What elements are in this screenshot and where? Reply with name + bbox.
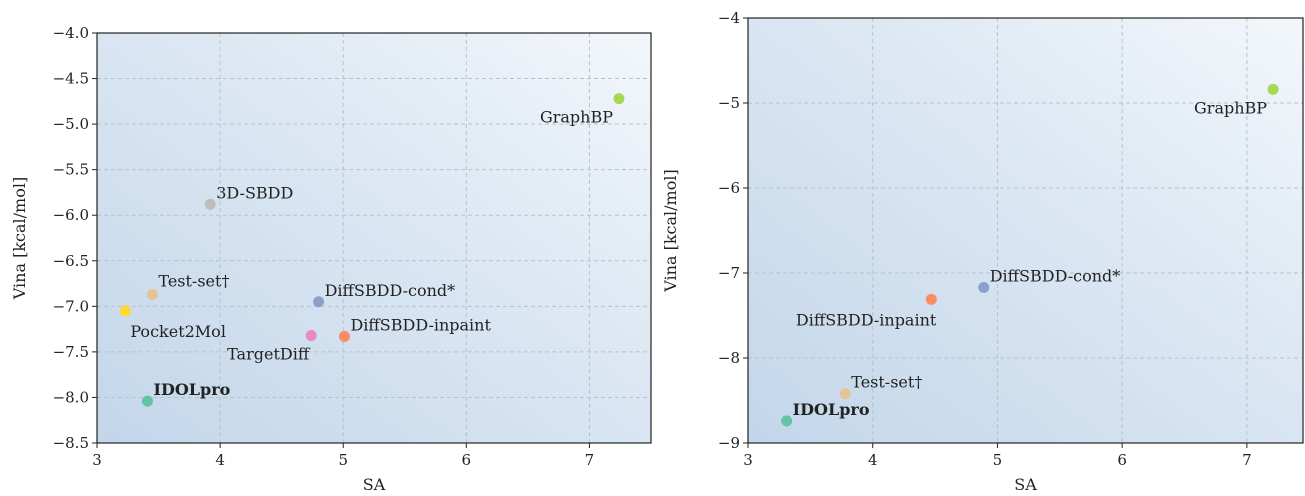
chart-panel-2: −4 −5 −6 −7 −8 −93 4 5 6 7 SA Vina [kcal/mol] GraphB… — [661, 9, 1304, 494]
y-tick-label: −5.0 — [53, 115, 89, 133]
x-tick-label: 6 — [462, 451, 472, 469]
y-tick-label: −6 — [718, 179, 740, 197]
y-tick-label: −4 — [718, 9, 740, 27]
x-tick-label: 3 — [743, 451, 753, 469]
x-tick-label: 5 — [993, 451, 1003, 469]
data-point — [978, 281, 990, 293]
point-label: DiffSBDD-cond* — [990, 266, 1121, 285]
x-tick-label: 7 — [585, 451, 595, 469]
point-label: DiffSBDD-cond* — [325, 281, 456, 300]
point-label: TargetDiff — [227, 344, 311, 363]
plot-background — [748, 18, 1303, 443]
data-point — [613, 93, 625, 105]
data-point — [119, 305, 131, 317]
point-label: Pocket2Mol — [130, 322, 226, 341]
point-label: GraphBP — [540, 108, 613, 127]
x-tick-label: 4 — [868, 451, 878, 469]
plot-frame — [747, 17, 1304, 444]
y-tick-label: −5.5 — [53, 161, 89, 179]
point-label: DiffSBDD-inpaint — [796, 310, 937, 329]
y-tick-label: −4.5 — [53, 70, 89, 88]
y-axis-label: Vina [kcal/mol] — [661, 169, 680, 292]
data-point — [925, 293, 937, 305]
point-label: DiffSBDD-inpaint — [350, 315, 491, 334]
data-point — [338, 330, 350, 342]
y-tick-label: −7.5 — [53, 343, 89, 361]
point-label: IDOLpro — [153, 380, 230, 399]
y-tick-label: −4.0 — [53, 24, 89, 42]
y-tick-label: −9 — [718, 434, 740, 452]
x-axis-label: SA — [1014, 475, 1037, 494]
point-label: Test-set† — [851, 373, 922, 392]
x-tick-label: 7 — [1242, 451, 1252, 469]
y-tick-label: −6.5 — [53, 252, 89, 270]
x-tick-label: 3 — [92, 451, 102, 469]
y-tick-label: −8.0 — [53, 388, 89, 406]
y-tick-label: −7 — [718, 264, 740, 282]
chart-panel-1: −4.0 −4.5 −5.0 −5.5 −6.0 −6.5 −7.0 −7.5 −8.0 −8.5… — [10, 24, 652, 494]
data-point — [305, 329, 317, 341]
data-point — [781, 415, 793, 427]
data-point — [204, 198, 216, 210]
x-tick-label: 4 — [215, 451, 225, 469]
data-point — [146, 288, 158, 300]
y-tick-label: −7.0 — [53, 297, 89, 315]
point-label: IDOLpro — [793, 400, 870, 419]
x-axis-label: SA — [363, 475, 386, 494]
plot-frame — [96, 32, 652, 444]
data-point — [839, 388, 851, 400]
point-label: Test-set† — [158, 271, 229, 290]
y-tick-label: −6.0 — [53, 206, 89, 224]
y-tick-label: −5 — [718, 94, 740, 112]
point-label: 3D-SBDD — [216, 183, 293, 202]
x-tick-label: 6 — [1117, 451, 1127, 469]
plot-background — [97, 33, 651, 443]
y-tick-label: −8 — [718, 349, 740, 367]
y-tick-label: −8.5 — [53, 434, 89, 452]
data-point — [141, 395, 153, 407]
data-point — [1267, 83, 1279, 95]
data-point — [313, 296, 325, 308]
point-label: GraphBP — [1194, 98, 1267, 117]
y-axis-label: Vina [kcal/mol] — [10, 177, 29, 300]
x-tick-label: 5 — [338, 451, 348, 469]
